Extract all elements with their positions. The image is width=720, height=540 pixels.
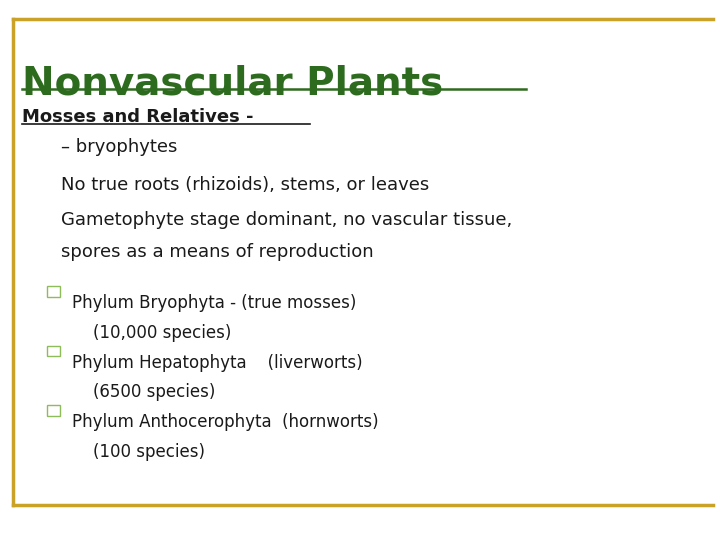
Text: Phylum Anthocerophyta  (hornworts): Phylum Anthocerophyta (hornworts) xyxy=(72,413,379,431)
Text: spores as a means of reproduction: spores as a means of reproduction xyxy=(61,243,374,261)
Text: No true roots (rhizoids), stems, or leaves: No true roots (rhizoids), stems, or leav… xyxy=(61,176,429,193)
Bar xyxy=(47,346,60,356)
Text: (10,000 species): (10,000 species) xyxy=(72,324,231,342)
Text: Nonvascular Plants: Nonvascular Plants xyxy=(22,65,443,103)
Text: Phylum Hepatophyta    (liverworts): Phylum Hepatophyta (liverworts) xyxy=(72,354,363,372)
Text: – bryophytes: – bryophytes xyxy=(61,138,178,156)
Bar xyxy=(47,405,60,416)
Text: Mosses and Relatives -: Mosses and Relatives - xyxy=(22,108,253,126)
Text: (100 species): (100 species) xyxy=(72,443,205,461)
Text: (6500 species): (6500 species) xyxy=(72,383,215,401)
Bar xyxy=(47,286,60,297)
Text: Phylum Bryophyta - (true mosses): Phylum Bryophyta - (true mosses) xyxy=(72,294,356,312)
Text: Gametophyte stage dominant, no vascular tissue,: Gametophyte stage dominant, no vascular … xyxy=(61,211,513,228)
